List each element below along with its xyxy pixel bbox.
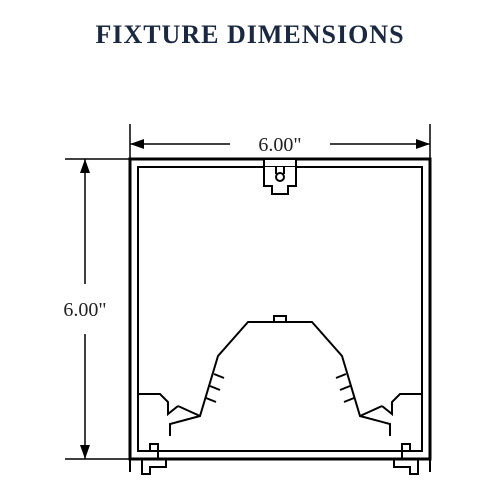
fixture-cross-section-diagram: 6.00" 6.00": [0, 54, 500, 494]
left-dimension: 6.00": [63, 159, 130, 459]
width-dimension-label: 6.00": [258, 134, 301, 156]
top-dimension: 6.00": [130, 124, 430, 159]
height-dimension-label: 6.00": [63, 299, 106, 321]
reflector-cavity: [138, 316, 422, 436]
outer-housing: [130, 159, 430, 459]
page-title: FIXTURE DIMENSIONS: [0, 0, 500, 54]
hanger-slot: [264, 167, 296, 194]
